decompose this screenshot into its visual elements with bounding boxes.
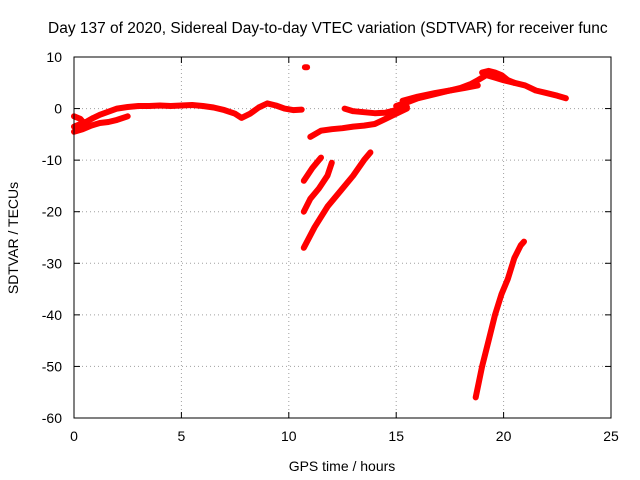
plot-frame: [73, 56, 612, 419]
data-series-arc-10: [393, 72, 569, 109]
data-series-arc-13: [472, 238, 527, 401]
y-axis-label: SDTVAR / TECUs: [5, 182, 21, 294]
grid-layer: [74, 57, 611, 418]
y-tick-label: -60: [42, 410, 62, 426]
tick-layer: 0 5 10 15 20 25 10 0 -10 -20 -30 -40 -50 -60: [42, 49, 619, 444]
x-tick-label: 5: [178, 428, 186, 444]
data-series-arc-3: [71, 113, 90, 130]
data-series-arc-11: [479, 67, 518, 86]
y-tick-label: -40: [42, 307, 62, 323]
data-series-arc-12: [399, 82, 481, 104]
y-tick-label: -30: [42, 255, 62, 271]
data-series-arc-2: [71, 113, 131, 135]
y-tick-label: 0: [54, 101, 62, 117]
data-series-arc-7: [300, 159, 335, 215]
x-axis-label: GPS time / hours: [289, 458, 396, 474]
y-tick-label: -20: [42, 204, 62, 220]
series-layer: [71, 64, 569, 401]
data-series-arc-8: [300, 149, 374, 251]
x-tick-label: 25: [603, 428, 619, 444]
x-tick-label: 15: [388, 428, 404, 444]
data-series-arc-1: [71, 100, 305, 130]
x-tick-label: 20: [496, 428, 512, 444]
data-series-arc-5: [307, 105, 410, 140]
x-tick-label: 10: [281, 428, 297, 444]
data-series-arc-6: [300, 154, 324, 184]
chart-title: Day 137 of 2020, Sidereal Day-to-day VTE…: [48, 20, 608, 37]
y-tick-label: -10: [42, 152, 62, 168]
y-tick-label: 10: [46, 49, 62, 65]
y-tick-label: -50: [42, 358, 62, 374]
x-tick-label: 0: [70, 428, 78, 444]
data-series-arc-9: [341, 104, 410, 117]
